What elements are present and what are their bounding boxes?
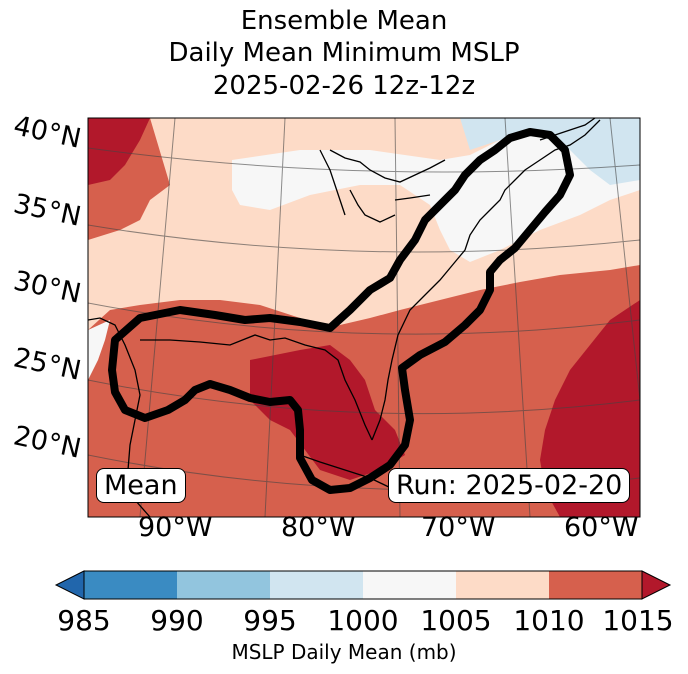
pressure-field bbox=[88, 118, 640, 517]
coastlines bbox=[88, 118, 601, 517]
colorbar-extend-low bbox=[54, 570, 85, 600]
map-frame bbox=[87, 117, 641, 518]
colorbar-label: MSLP Daily Mean (mb) bbox=[231, 640, 457, 664]
colorbar-tick-1010: 1010 bbox=[513, 604, 585, 637]
colorbar-segment-990 bbox=[177, 571, 270, 599]
field-1000-west bbox=[88, 320, 110, 380]
field-1015-atlantic bbox=[540, 300, 640, 517]
colorbar-segment-1005 bbox=[456, 571, 549, 599]
lon-label-90w: 90°W bbox=[138, 512, 213, 543]
colorbar-extend-high bbox=[641, 570, 672, 600]
field-1015-northwest bbox=[88, 118, 150, 185]
legend-run: Run: 2025-02-20 bbox=[388, 468, 631, 503]
colorbar-segment-1000 bbox=[363, 571, 456, 599]
colorbar-tick-1015: 1015 bbox=[602, 604, 674, 637]
lon-label-70w: 70°W bbox=[421, 512, 496, 543]
title-line-2: Daily Mean Minimum MSLP bbox=[168, 38, 520, 68]
colorbar-segment-985 bbox=[84, 571, 177, 599]
colorbar-tick-985: 985 bbox=[57, 604, 111, 637]
legend-mean: Mean bbox=[96, 468, 186, 503]
title-line-3: 2025-02-26 12z-12z bbox=[212, 71, 476, 101]
lon-label-60w: 60°W bbox=[564, 512, 639, 543]
colorbar-frame bbox=[83, 570, 643, 600]
colorbar-tick-995: 995 bbox=[243, 604, 297, 637]
lon-label-80w: 80°W bbox=[281, 512, 356, 543]
field-1015-gulf bbox=[250, 345, 405, 480]
colorbar-segment-1010 bbox=[549, 571, 642, 599]
colorbar-tick-1000: 1000 bbox=[327, 604, 399, 637]
colorbar-tick-1005: 1005 bbox=[420, 604, 492, 637]
colorbar-tick-990: 990 bbox=[150, 604, 204, 637]
ensemble-contour bbox=[108, 128, 574, 494]
title-line-1: Ensemble Mean bbox=[240, 6, 448, 36]
colorbar-segment-995 bbox=[270, 571, 363, 599]
